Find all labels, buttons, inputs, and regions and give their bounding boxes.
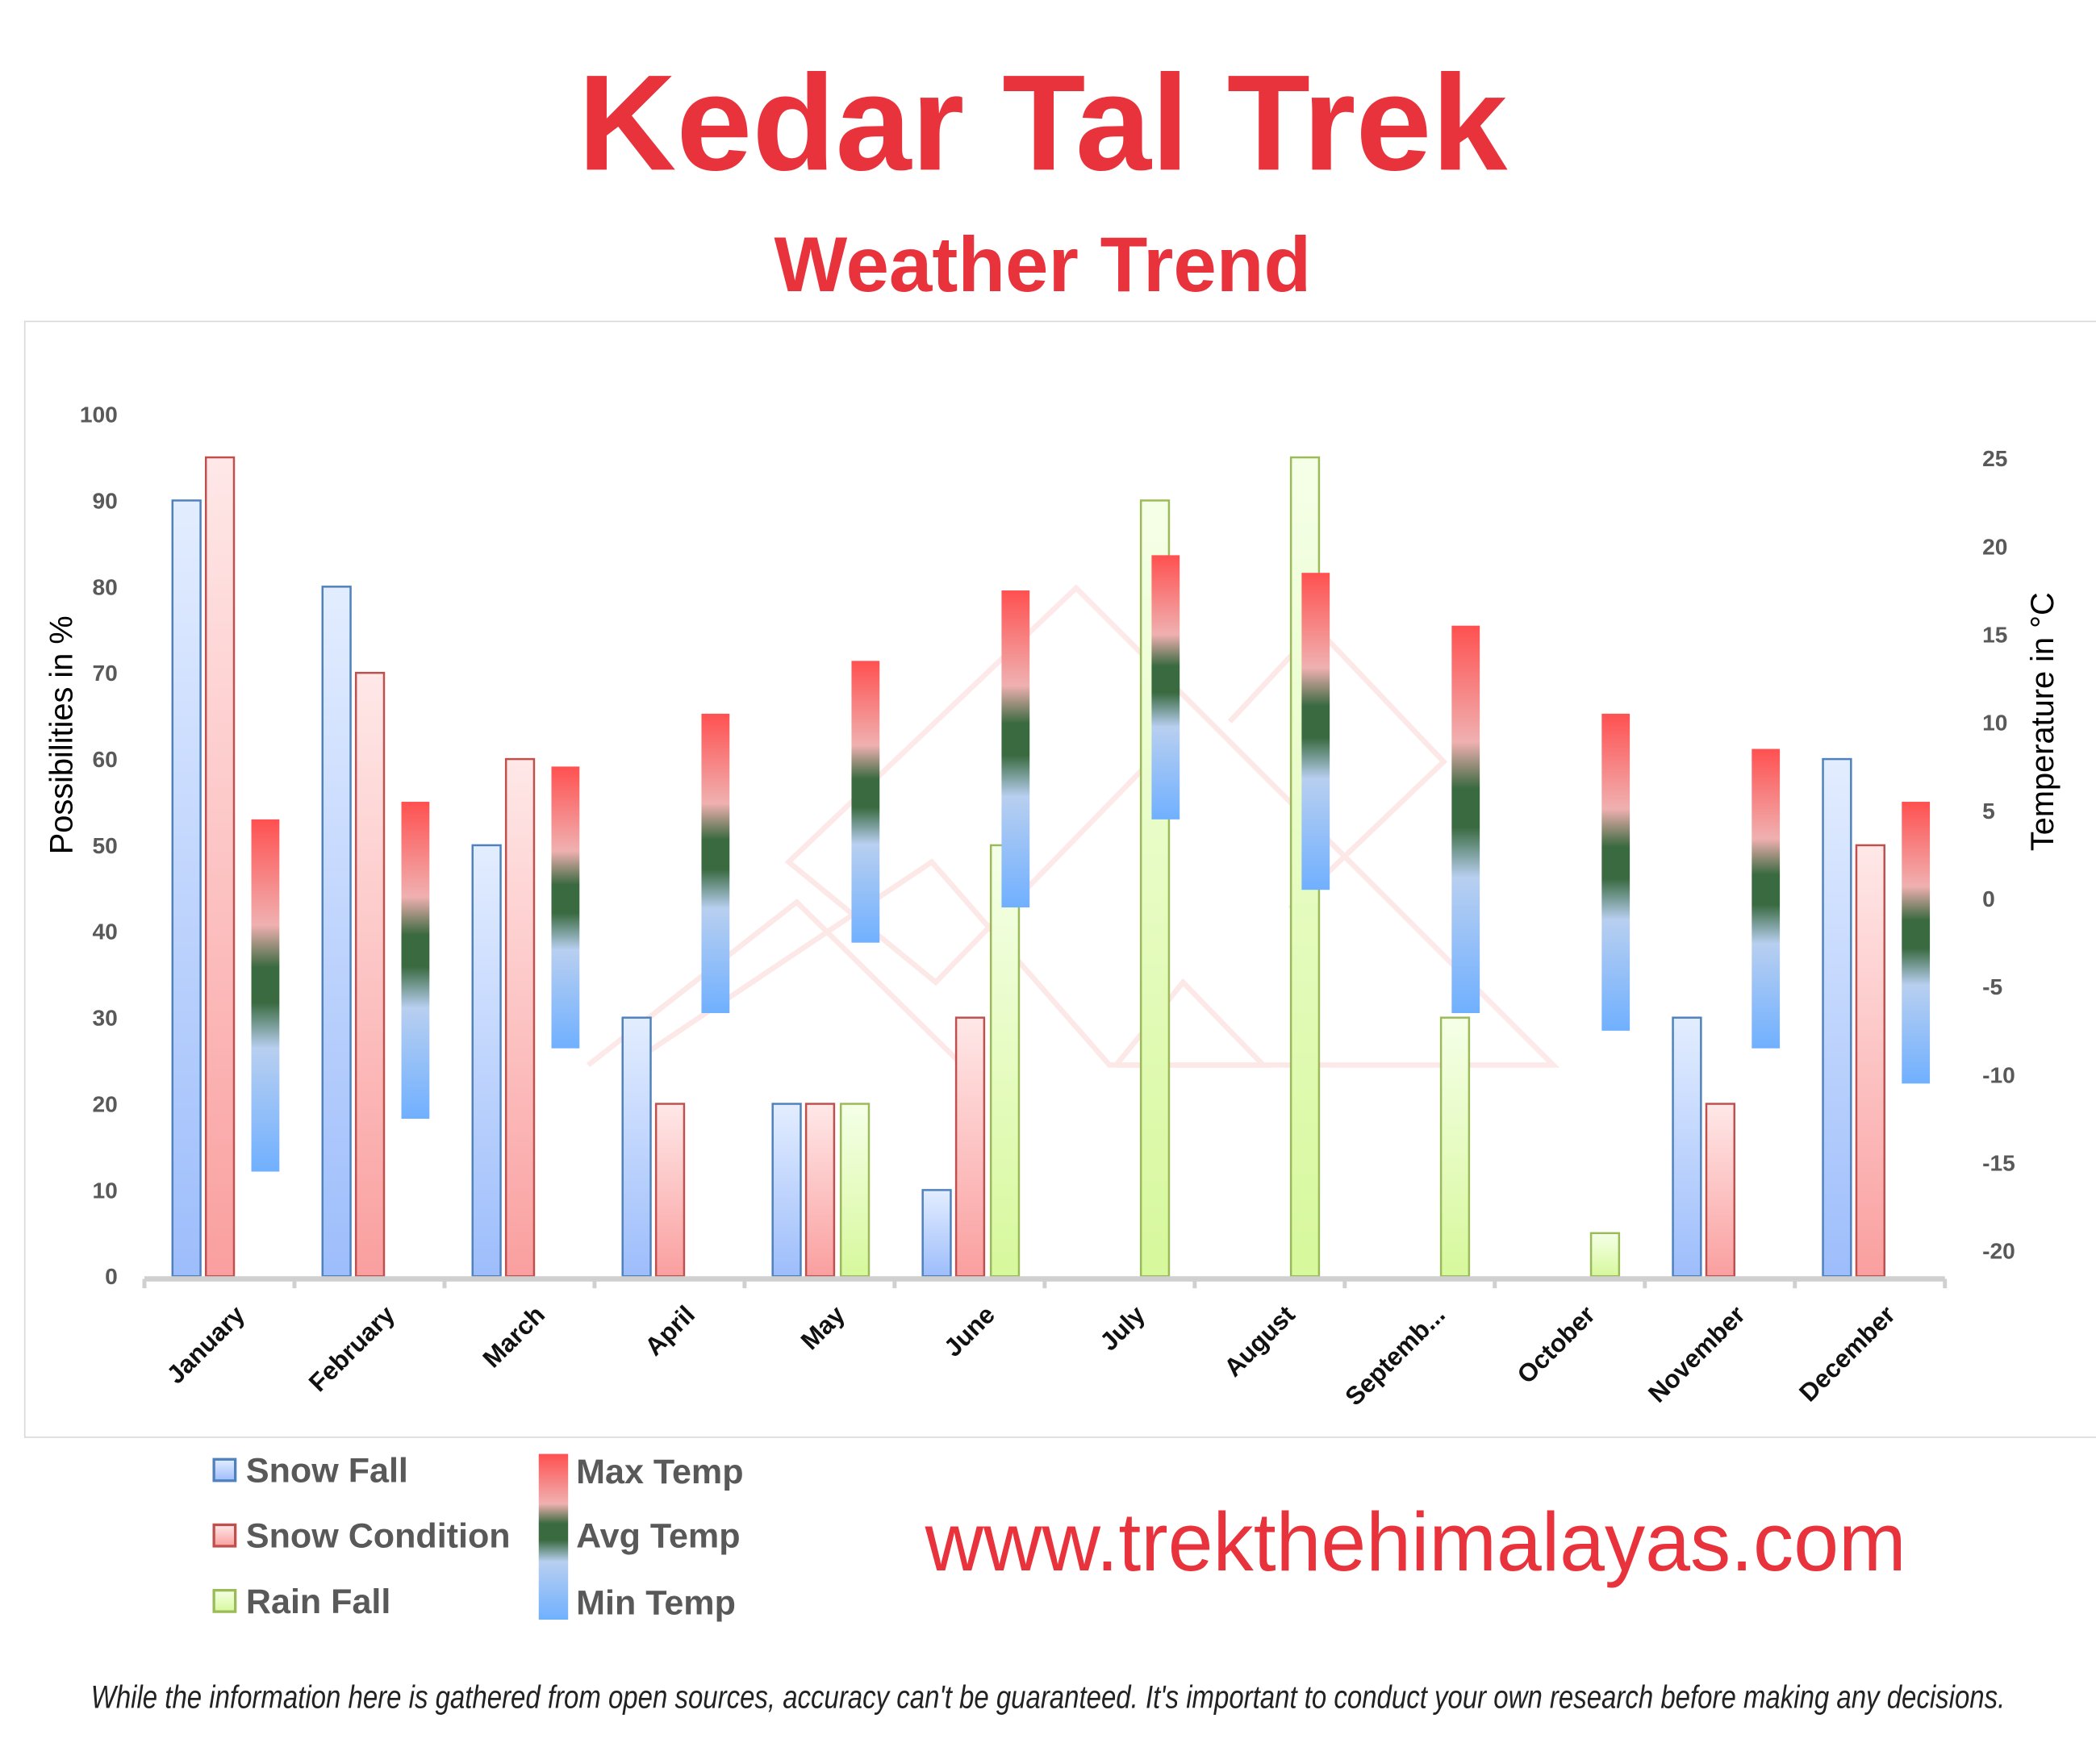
snow-fall-bar [1822, 757, 1852, 1278]
snow-condition-bar [804, 1103, 836, 1278]
snow-condition-bar [654, 1103, 686, 1278]
left-axis-ticks: 0 10 20 30 40 50 60 70 80 90 100 [80, 402, 118, 1290]
temperature-range-bar [1001, 590, 1030, 908]
temperature-range-bar [1601, 713, 1630, 1031]
snow-condition-bar [1855, 844, 1885, 1278]
legend-swatch-snow-fall [212, 1457, 237, 1483]
rain-fall-bar [1439, 1016, 1471, 1278]
temperature-range-bar [1902, 802, 1931, 1084]
left-tick-label: 80 [93, 574, 118, 599]
temperature-range-bar [251, 819, 280, 1172]
left-tick-label: 20 [93, 1091, 118, 1116]
temperature-range-bar [701, 713, 730, 1014]
right-tick-label: 25 [1982, 446, 2007, 471]
snow-fall-bar [471, 844, 502, 1278]
rain-fall-bar [839, 1103, 871, 1278]
right-tick-label: 10 [1982, 711, 2007, 736]
left-tick-label: 0 [105, 1264, 118, 1289]
legend-label-rain-fall: Rain Fall [246, 1583, 390, 1621]
legend: Snow Fall Snow Condition Rain Fall Max T… [212, 1451, 744, 1622]
left-tick-label: 30 [93, 1006, 118, 1031]
bars [171, 456, 1931, 1278]
left-tick-label: 10 [93, 1178, 118, 1203]
right-tick-label: -10 [1982, 1062, 2015, 1087]
snow-fall-bar [171, 499, 202, 1278]
snow-condition-bar [1705, 1103, 1736, 1278]
legend-label-snow-fall: Snow Fall [246, 1451, 408, 1490]
temperature-range-bar [1301, 573, 1330, 890]
left-axis-title: Possibilities in % [44, 615, 80, 854]
snow-fall-bar [1672, 1016, 1702, 1278]
right-tick-label: 0 [1982, 886, 1995, 911]
right-tick-label: 20 [1982, 534, 2007, 559]
temperature-range-bar [551, 766, 580, 1049]
right-tick-label: -20 [1982, 1239, 2015, 1264]
right-tick-label: 5 [1982, 799, 1995, 824]
right-tick-label: -5 [1982, 974, 2002, 999]
legend-label-max-temp: Max Temp [576, 1453, 743, 1491]
legend-label-avg-temp: Avg Temp [576, 1517, 740, 1556]
left-tick-label: 40 [93, 920, 118, 945]
temperature-range-bar [851, 661, 880, 943]
left-tick-label: 90 [93, 488, 118, 513]
right-axis-ticks: -20 -15 -10 -5 0 5 10 15 20 25 [1982, 446, 2015, 1263]
snow-condition-bar [354, 671, 386, 1278]
left-tick-label: 50 [93, 833, 118, 858]
disclaimer: While the information here is gathered f… [91, 1679, 2006, 1715]
snow-fall-bar [771, 1103, 802, 1278]
snow-fall-bar [621, 1016, 652, 1278]
temperature-range-bar [1151, 555, 1180, 819]
snow-fall-bar [921, 1189, 952, 1278]
page-subtitle: Weather Trend [775, 222, 1312, 308]
left-tick-label: 70 [93, 661, 118, 686]
rain-fall-bar [989, 844, 1021, 1278]
right-tick-label: 15 [1982, 623, 2007, 648]
legend-swatch-rain-fall [212, 1588, 237, 1613]
snow-fall-bar [321, 586, 352, 1278]
page-title: Kedar Tal Trek [578, 46, 1508, 198]
left-tick-label: 100 [80, 402, 118, 427]
legend-swatch-temperature [538, 1453, 569, 1620]
temperature-range-bar [1451, 625, 1480, 1014]
snow-condition-bar [204, 456, 236, 1278]
rain-fall-bar [1589, 1232, 1621, 1278]
right-tick-label: -15 [1982, 1151, 2015, 1176]
legend-label-min-temp: Min Temp [576, 1583, 736, 1622]
website-url[interactable]: www.trekthehimalayas.com [925, 1495, 1906, 1588]
legend-label-snow-condition: Snow Condition [246, 1517, 511, 1556]
snow-condition-bar [954, 1016, 986, 1278]
snow-condition-bar [504, 757, 536, 1278]
left-tick-label: 60 [93, 747, 118, 772]
right-axis-title: Temperature in °C [2025, 592, 2061, 851]
temperature-range-bar [1752, 749, 1781, 1049]
temperature-range-bar [401, 802, 430, 1120]
legend-swatch-snow-condition [212, 1523, 237, 1548]
